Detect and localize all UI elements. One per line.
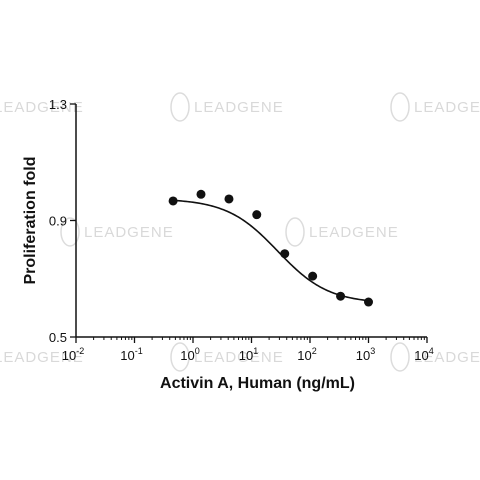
watermark-text: LEADGENE — [0, 349, 84, 366]
watermark-emblem-icon — [170, 342, 190, 372]
watermark-logo: LEADGENE — [285, 217, 399, 247]
y-axis-title: Proliferation fold — [22, 157, 39, 285]
data-point — [168, 196, 178, 206]
watermark-text: LEADGENE — [414, 349, 480, 366]
fit-curve — [173, 199, 369, 302]
watermark-logo: LEADGENE — [60, 217, 174, 247]
watermark-text: LEADGENE — [194, 99, 284, 116]
x-tick-label: 104 — [414, 346, 433, 363]
watermark-layer: LEADGENE LEADGENE LEADGENE LEADGENE LEADGENE… — [0, 92, 480, 372]
watermark-logo: LEADGENE — [170, 342, 284, 372]
watermark-logo: LEADGENE — [0, 349, 84, 366]
y-ticks: 0.5 0.9 1.3 — [49, 97, 76, 345]
data-point — [196, 189, 206, 199]
watermark-emblem-icon — [60, 217, 80, 247]
x-ticks: 10-2 10-1 100 101 102 103 104 — [62, 337, 434, 363]
data-point — [224, 194, 234, 204]
watermark-emblem-icon — [170, 92, 190, 122]
watermark-logo: LEADGENE — [390, 92, 480, 122]
x-tick-label: 102 — [297, 346, 316, 363]
y-tick-label: 0.9 — [49, 214, 67, 229]
x-axis-title: Activin A, Human (ng/mL) — [160, 375, 355, 392]
watermark-logo: LEADGENE — [170, 92, 284, 122]
y-tick-label: 0.5 — [49, 330, 67, 345]
watermark-text: LEADGENE — [194, 349, 284, 366]
y-tick-label: 1.3 — [49, 97, 67, 112]
watermark-emblem-icon — [390, 342, 410, 372]
data-point — [252, 210, 262, 220]
watermark-text: LEADGENE — [414, 99, 480, 116]
data-point — [280, 249, 290, 259]
x-tick-label: 10-2 — [62, 346, 84, 363]
data-point — [364, 297, 373, 307]
x-tick-label: 103 — [356, 346, 375, 363]
data-point — [308, 271, 318, 281]
x-tick-label: 100 — [180, 346, 199, 363]
axes — [75, 104, 427, 338]
x-tick-label: 101 — [239, 346, 258, 363]
data-points — [168, 189, 373, 307]
watermark-logo: LEADGENE — [390, 342, 480, 372]
watermark-emblem-icon — [285, 217, 305, 247]
watermark-text: LEADGENE — [309, 224, 399, 241]
watermark-logo: LEADGENE — [0, 99, 84, 116]
watermark-emblem-icon — [390, 92, 410, 122]
watermark-text: LEADGENE — [0, 99, 84, 116]
x-tick-label: 10-1 — [120, 346, 142, 363]
data-point — [336, 291, 346, 301]
watermark-text: LEADGENE — [84, 224, 174, 241]
